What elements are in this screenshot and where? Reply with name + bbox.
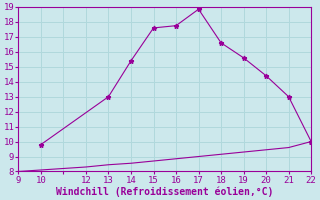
X-axis label: Windchill (Refroidissement éolien,°C): Windchill (Refroidissement éolien,°C) bbox=[56, 186, 274, 197]
